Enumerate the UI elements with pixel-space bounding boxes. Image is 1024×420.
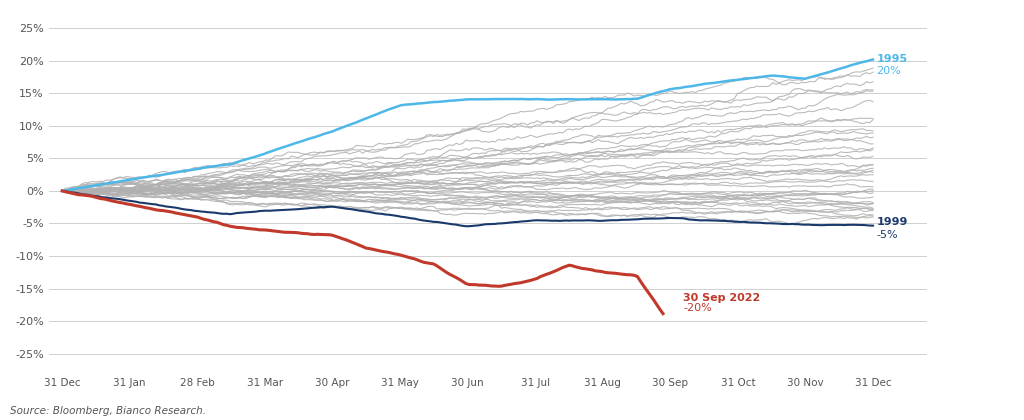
Text: -5%: -5%	[877, 231, 898, 240]
Text: 30 Sep 2022: 30 Sep 2022	[683, 293, 761, 303]
Text: 1999: 1999	[877, 218, 907, 227]
Text: 1995: 1995	[877, 55, 907, 64]
Text: Source: Bloomberg, Bianco Research.: Source: Bloomberg, Bianco Research.	[10, 406, 206, 416]
Text: -20%: -20%	[683, 303, 712, 313]
Text: 20%: 20%	[877, 66, 901, 76]
